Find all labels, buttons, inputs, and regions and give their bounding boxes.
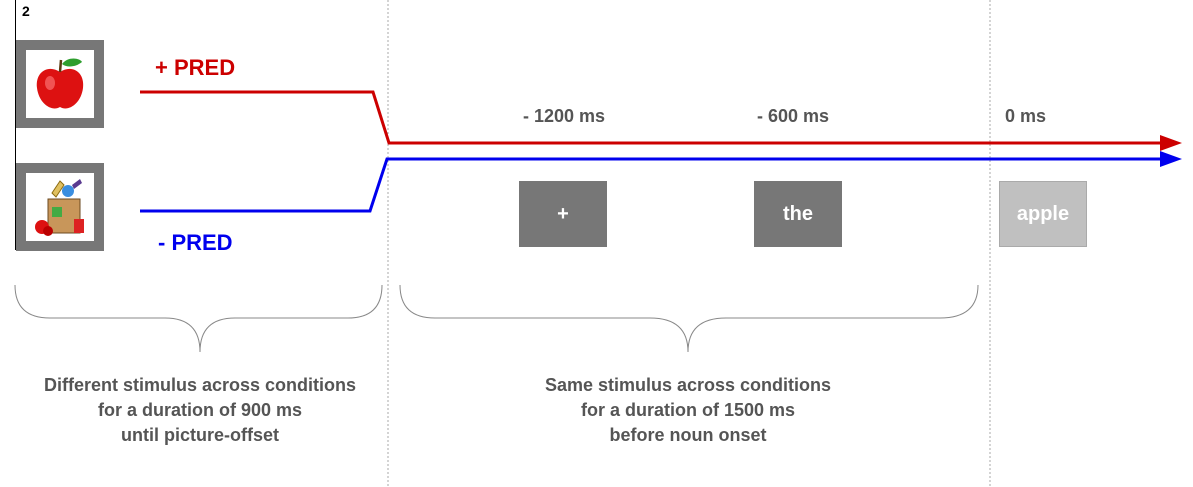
left-caption-line-3: until picture-offset	[121, 425, 279, 445]
right-caption-line-1: Same stimulus across conditions	[544, 375, 832, 395]
minus-pred-arrowhead	[1160, 151, 1182, 167]
apple-picture	[26, 50, 94, 118]
left-caption: Different stimulus across conditions for…	[0, 373, 400, 448]
right-caption-line-2: for a duration of 1500 ms	[580, 400, 796, 420]
grocery-picture	[26, 173, 94, 241]
minus-pred-line	[140, 157, 1162, 213]
left-brace	[14, 284, 383, 353]
panel-number: 2	[22, 3, 30, 19]
fixation-cross-box: +	[519, 181, 607, 247]
time-label-2: - 600 ms	[757, 106, 830, 126]
right-caption: Same stimulus across conditions for a du…	[488, 373, 888, 448]
right-brace	[399, 284, 979, 353]
noun-word-box: apple	[999, 181, 1087, 247]
plus-pred-arrowhead	[1160, 135, 1182, 151]
panel-left-rule	[15, 0, 16, 250]
time-label-3: 0 ms	[1005, 106, 1047, 126]
apple-picture-box	[16, 40, 104, 128]
left-caption-line-1: Different stimulus across conditions	[43, 375, 357, 395]
minus-pred-label: - PRED	[158, 230, 233, 255]
left-caption-line-2: for a duration of 900 ms	[97, 400, 303, 420]
plus-pred-label: + PRED	[155, 55, 236, 80]
plus-pred-line	[140, 90, 1162, 145]
grocery-bag-icon	[35, 179, 84, 236]
apple-icon	[36, 58, 84, 109]
article-word-box: the	[754, 181, 842, 247]
time-label-1: - 1200 ms	[523, 106, 606, 126]
grocery-picture-box	[16, 163, 104, 251]
right-caption-line-3: before noun onset	[609, 425, 767, 445]
